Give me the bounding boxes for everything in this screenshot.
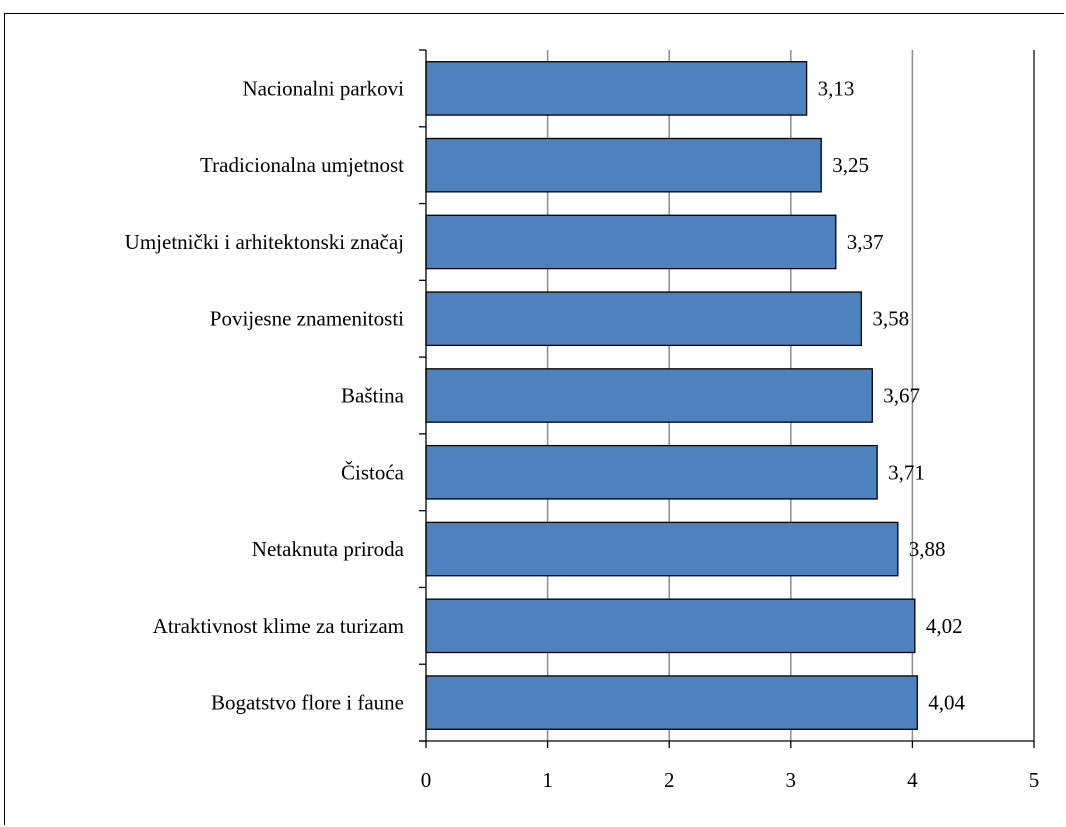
value-label-4: 3,67 — [883, 384, 920, 408]
category-label-5: Čistoća — [341, 460, 405, 484]
x-tick-label-2: 2 — [664, 768, 675, 792]
x-tick-label-3: 3 — [786, 768, 797, 792]
value-label-2: 3,37 — [847, 230, 884, 254]
bar-0 — [425, 61, 808, 116]
value-label-6: 3,88 — [909, 537, 946, 561]
x-tick-label-5: 5 — [1029, 768, 1040, 792]
value-label-8: 4,04 — [928, 691, 965, 715]
value-label-1: 3,25 — [832, 153, 869, 177]
x-tick-label-1: 1 — [542, 768, 553, 792]
x-tick-label-4: 4 — [907, 768, 918, 792]
category-label-1: Tradicionalna umjetnost — [200, 153, 404, 177]
category-label-0: Nacionalni parkovi — [242, 76, 404, 100]
category-label-8: Bogatstvo flore i faune — [211, 691, 404, 715]
bar-7 — [425, 598, 916, 654]
category-label-3: Povijesne znamenitosti — [210, 307, 404, 331]
category-label-7: Atraktivnost klime za turizam — [153, 614, 404, 638]
category-label-4: Baština — [341, 384, 405, 408]
bar-8 — [425, 675, 918, 730]
bar-2 — [425, 214, 837, 270]
bar-6 — [425, 521, 899, 577]
labels: 3,13 Nacionalni parkovi 3,25 Tradicionalna … — [125, 76, 1040, 792]
value-label-3: 3,58 — [872, 307, 909, 331]
value-label-5: 3,71 — [888, 460, 925, 484]
value-label-0: 3,13 — [818, 76, 855, 100]
category-label-6: Netaknuta priroda — [252, 537, 405, 561]
axes — [419, 49, 1035, 748]
bar-4 — [425, 368, 873, 423]
bar-5 — [425, 444, 878, 500]
value-label-7: 4,02 — [926, 614, 963, 638]
bars — [425, 61, 918, 730]
bar-3 — [425, 291, 862, 347]
x-tick-label-0: 0 — [421, 768, 432, 792]
chart-frame — [4, 13, 1064, 825]
bar-1 — [425, 137, 822, 193]
category-label-2: Umjetnički i arhitektonski značaj — [125, 230, 404, 254]
